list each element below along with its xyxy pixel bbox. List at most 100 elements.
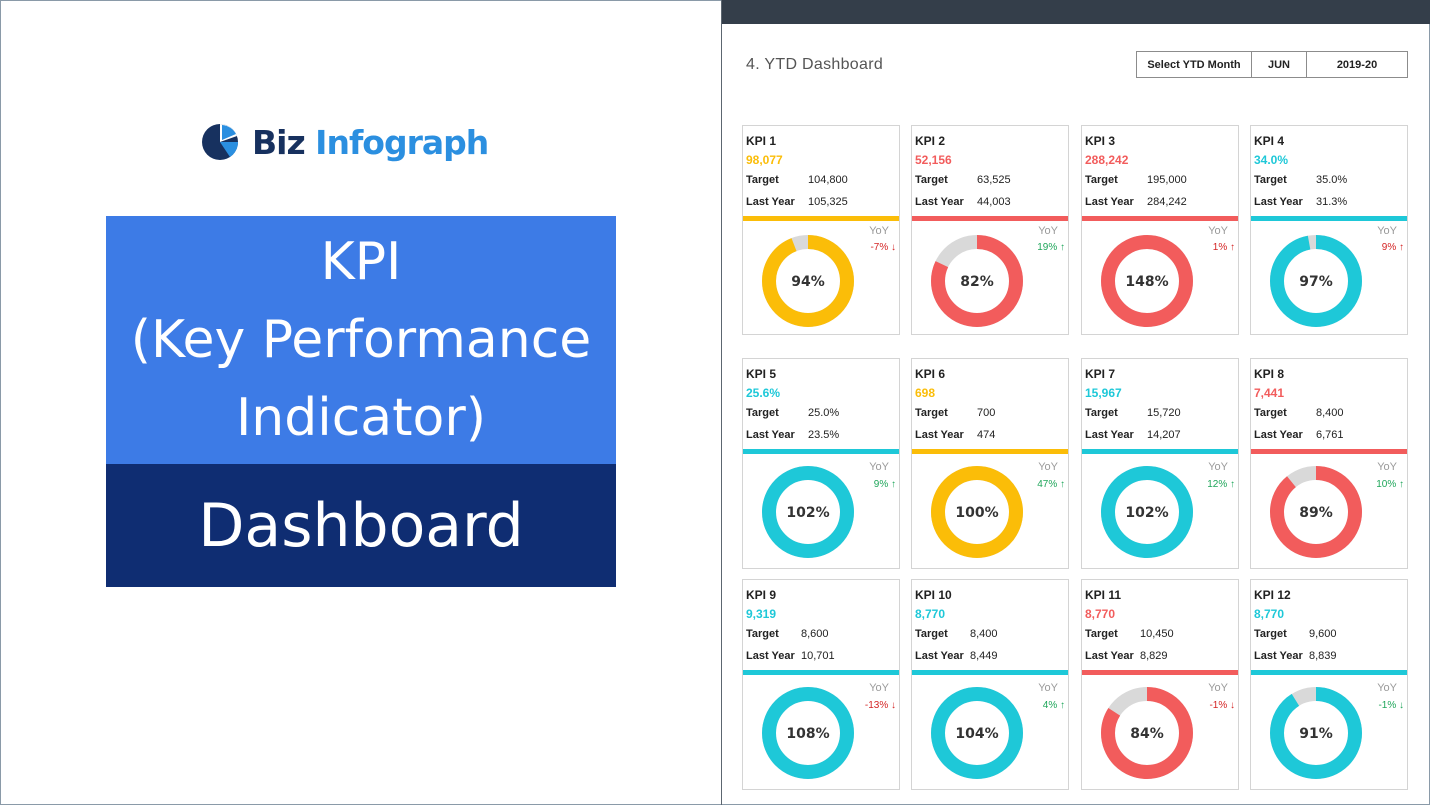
last-year-value: 474 [977, 429, 996, 441]
yoy-value: -7% ↓ [870, 242, 896, 253]
yoy-value: -13% ↓ [864, 700, 896, 711]
kpi-card: KPI 12 8,770 Target 9,600 Last Year 8,839 YoY -… [1250, 579, 1408, 790]
kpi-color-bar [743, 449, 899, 454]
subtitle-text: Dashboard [198, 490, 524, 561]
kpi-actual-value: 98,077 [746, 153, 783, 167]
kpi-card: KPI 6 698 Target 700 Last Year 474 YoY 47% ↑ 100… [911, 358, 1069, 569]
yoy-label: YoY [869, 682, 889, 694]
target-label: Target [1254, 174, 1287, 186]
donut-fill [1270, 235, 1362, 327]
achievement-donut: 108% [762, 687, 854, 779]
yoy-label: YoY [1038, 682, 1058, 694]
yoy-value: 19% ↑ [1037, 242, 1065, 253]
yoy-value: 4% ↑ [1042, 700, 1065, 711]
yoy-value: 12% ↑ [1207, 479, 1235, 490]
kpi-name: KPI 9 [746, 588, 777, 602]
yoy-value: -1% ↓ [1378, 700, 1404, 711]
last-year-label: Last Year [1254, 196, 1303, 208]
last-year-label: Last Year [746, 196, 795, 208]
kpi-actual-value: 15,967 [1085, 386, 1122, 400]
last-year-value: 10,701 [801, 650, 835, 662]
kpi-card: KPI 9 9,319 Target 8,600 Last Year 10,701 YoY -… [742, 579, 900, 790]
target-value: 15,720 [1147, 407, 1181, 419]
kpi-color-bar [1251, 216, 1407, 221]
yoy-label: YoY [1038, 225, 1058, 237]
kpi-name: KPI 1 [746, 134, 777, 148]
last-year-value: 6,761 [1316, 429, 1344, 441]
logo-word-infograph: Infograph [315, 122, 489, 162]
donut-percent-label: 89% [1299, 505, 1333, 521]
yoy-label: YoY [1377, 225, 1397, 237]
target-value: 8,400 [970, 628, 998, 640]
yoy-value: 9% ↑ [1381, 242, 1404, 253]
panel-divider [721, 0, 722, 805]
achievement-donut: 84% [1101, 687, 1193, 779]
achievement-donut: 100% [931, 466, 1023, 558]
logo-wordmark: Biz Infograph [252, 122, 489, 162]
target-value: 195,000 [1147, 174, 1187, 186]
kpi-card: KPI 2 52,156 Target 63,525 Last Year 44,003 Yo… [911, 125, 1069, 335]
last-year-value: 23.5% [808, 429, 840, 441]
last-year-label: Last Year [915, 429, 964, 441]
yoy-label: YoY [1208, 461, 1228, 473]
title-line-1: KPI [320, 232, 402, 292]
kpi-actual-value: 8,770 [915, 607, 946, 621]
last-year-label: Last Year [915, 196, 964, 208]
kpi-color-bar [1082, 670, 1238, 675]
target-label: Target [1254, 628, 1287, 640]
kpi-card: KPI 8 7,441 Target 8,400 Last Year 6,761 YoY 10… [1250, 358, 1408, 569]
donut-percent-label: 94% [791, 274, 825, 290]
kpi-actual-value: 8,770 [1085, 607, 1116, 621]
target-label: Target [1085, 407, 1118, 419]
achievement-donut: 82% [931, 235, 1023, 327]
year-select[interactable]: 2019-20 [1336, 58, 1378, 71]
yoy-label: YoY [869, 461, 889, 473]
target-label: Target [746, 174, 779, 186]
target-value: 63,525 [977, 174, 1011, 186]
pie-logo-icon [202, 123, 239, 160]
month-select[interactable]: JUN [1252, 52, 1307, 77]
last-year-label: Last Year [746, 650, 795, 662]
donut-percent-label: 82% [960, 274, 994, 290]
last-year-label: Last Year [1085, 196, 1134, 208]
kpi-card: KPI 5 25.6% Target 25.0% Last Year 23.5% YoY 9%… [742, 358, 900, 569]
kpi-actual-value: 698 [915, 386, 936, 400]
target-value: 9,600 [1309, 628, 1337, 640]
last-year-value: 14,207 [1147, 429, 1181, 441]
yoy-label: YoY [1208, 682, 1228, 694]
donut-percent-label: 102% [1125, 505, 1168, 521]
kpi-actual-value: 25.6% [746, 386, 781, 400]
last-year-value: 284,242 [1147, 196, 1187, 208]
kpi-color-bar [912, 449, 1068, 454]
kpi-color-bar [743, 670, 899, 675]
donut-percent-label: 84% [1130, 726, 1164, 742]
kpi-color-bar [1082, 449, 1238, 454]
title-line-2: (Key Performance [130, 310, 592, 370]
target-value: 25.0% [808, 407, 840, 419]
kpi-color-bar [743, 216, 899, 221]
achievement-donut: 102% [1101, 466, 1193, 558]
donut-percent-label: 91% [1299, 726, 1333, 742]
ytd-month-selector[interactable]: Select YTD Month JUN 2019-20 [1136, 51, 1408, 78]
kpi-card: KPI 11 8,770 Target 10,450 Last Year 8,829 YoY… [1081, 579, 1239, 790]
last-year-label: Last Year [1085, 429, 1134, 441]
kpi-actual-value: 52,156 [915, 153, 952, 167]
donut-fill [762, 687, 854, 779]
logo-word-biz: Biz [252, 122, 306, 162]
yoy-value: 9% ↑ [873, 479, 896, 490]
yoy-value: 1% ↑ [1212, 242, 1235, 253]
donut-fill [762, 466, 854, 558]
yoy-value: 10% ↑ [1376, 479, 1404, 490]
dashboard-topbar [722, 0, 1430, 24]
kpi-card: KPI 4 34.0% Target 35.0% Last Year 31.3% YoY 9%… [1250, 125, 1408, 335]
donut-fill [931, 235, 1023, 327]
achievement-donut: 102% [762, 466, 854, 558]
title-line-3: Indicator) [235, 388, 487, 448]
dashboard-panel: 4. YTD Dashboard Select YTD Month JUN 20… [722, 0, 1430, 805]
kpi-color-bar [912, 216, 1068, 221]
subtitle-box: Dashboard [106, 464, 616, 587]
target-label: Target [746, 628, 779, 640]
target-label: Target [915, 628, 948, 640]
target-value: 700 [977, 407, 996, 419]
kpi-card: KPI 7 15,967 Target 15,720 Last Year 14,207 Yo… [1081, 358, 1239, 569]
